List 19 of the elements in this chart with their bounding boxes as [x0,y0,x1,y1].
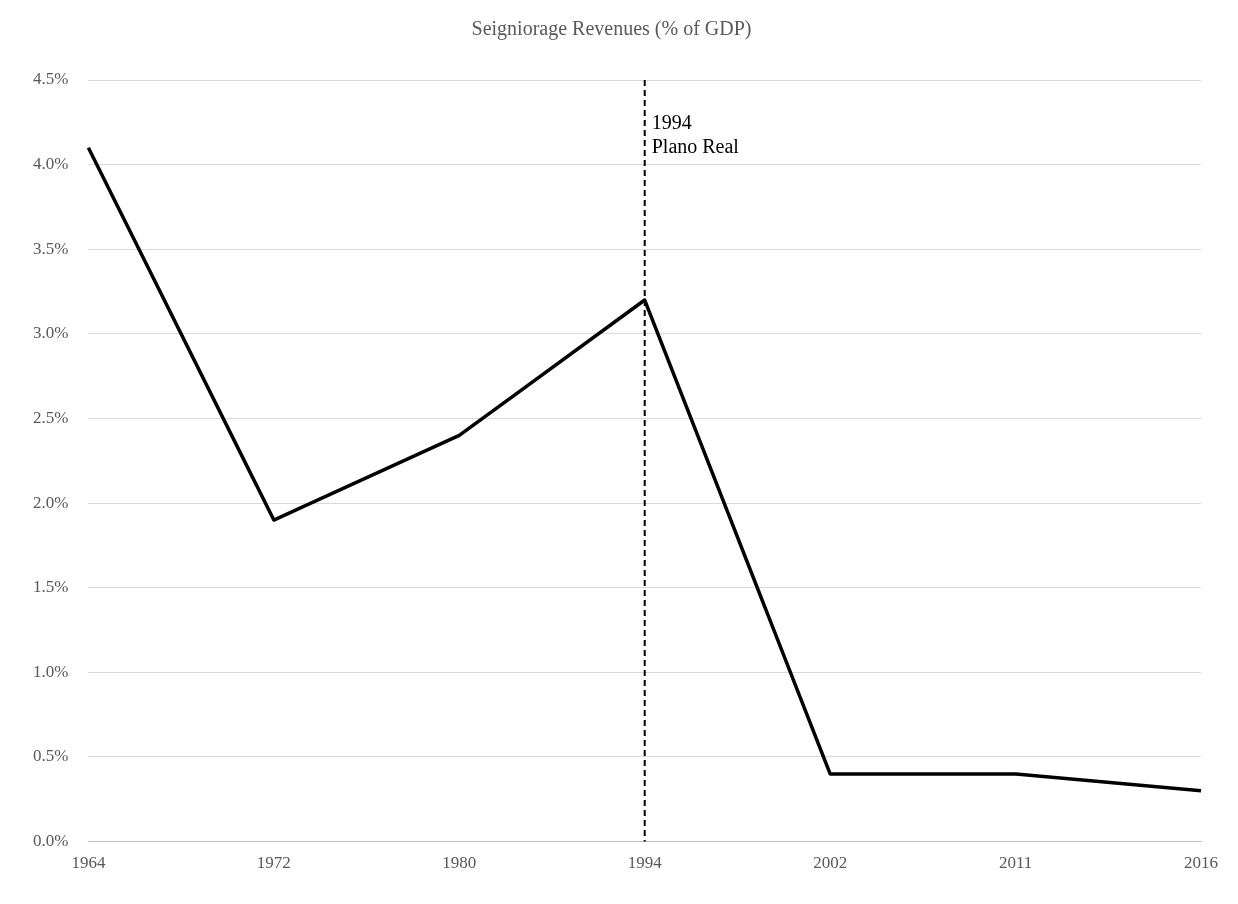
x-tick-label: 2016 [1184,853,1218,873]
y-tick-label: 2.5% [32,407,69,427]
y-tick-label: 2.0% [32,492,69,512]
y-tick-label: 3.5% [32,238,69,258]
y-tick-label: 1.5% [32,577,69,597]
x-tick-label: 1972 [256,853,291,873]
x-tick-label: 1980 [442,853,477,873]
y-tick-label: 0.0% [32,831,69,851]
chart-title: Seigniorage Revenues (% of GDP) [471,17,752,41]
x-tick-label: 1964 [71,853,106,873]
x-tick-label: 2002 [813,853,848,873]
y-tick-label: 3.0% [32,323,69,343]
x-tick-label: 2011 [998,853,1033,873]
y-tick-label: 1.0% [32,661,69,681]
ref-line-label: 1994 Plano Real [651,111,740,158]
y-tick-label: 4.5% [32,69,69,89]
y-tick-label: 4.0% [32,154,69,174]
y-tick-label: 0.5% [32,746,69,766]
x-tick-label: 1994 [627,853,663,873]
